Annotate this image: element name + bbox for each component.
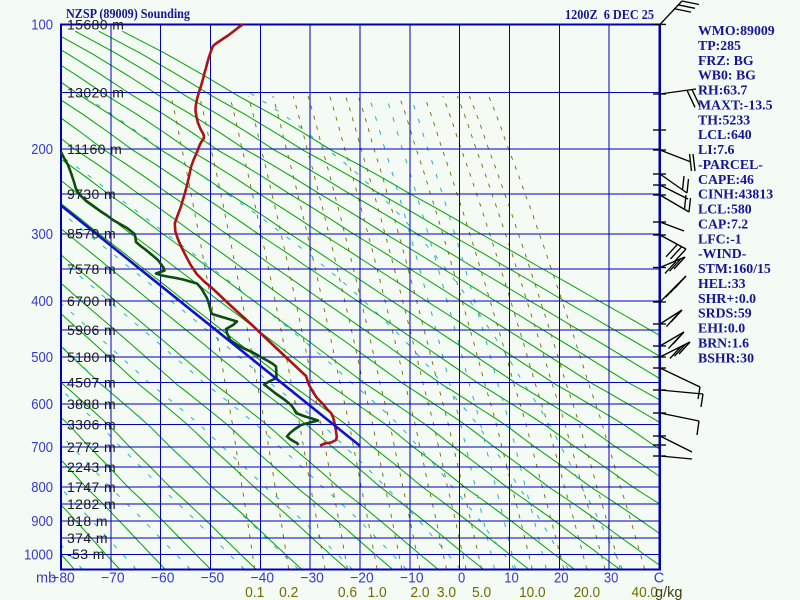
svg-text:−40: −40 xyxy=(251,571,275,587)
svg-text:g/kg: g/kg xyxy=(655,585,682,600)
svg-text:500: 500 xyxy=(31,350,53,366)
svg-text:5180 m: 5180 m xyxy=(67,349,116,365)
svg-text:100: 100 xyxy=(31,18,53,34)
svg-text:-53 m: -53 m xyxy=(67,546,105,562)
svg-text:EHI:0.0: EHI:0.0 xyxy=(698,321,745,336)
svg-text:300: 300 xyxy=(31,227,53,243)
svg-text:818 m: 818 m xyxy=(67,513,108,529)
svg-text:900: 900 xyxy=(31,514,53,530)
svg-text:40.0: 40.0 xyxy=(632,585,659,600)
svg-text:LFC:-1: LFC:-1 xyxy=(698,231,742,246)
svg-text:CINH:43813: CINH:43813 xyxy=(698,187,773,202)
svg-text:2.0: 2.0 xyxy=(410,585,429,600)
svg-text:CAPE:46: CAPE:46 xyxy=(698,172,754,187)
svg-text:5.0: 5.0 xyxy=(472,585,491,600)
svg-text:STM:160/15: STM:160/15 xyxy=(698,261,771,276)
svg-text:MAXT:-13.5: MAXT:-13.5 xyxy=(698,97,773,112)
svg-text:WB0: BG: WB0: BG xyxy=(698,68,756,83)
svg-text:600: 600 xyxy=(31,397,53,413)
svg-text:−60: −60 xyxy=(151,571,175,587)
svg-text:BRN:1.6: BRN:1.6 xyxy=(698,335,749,350)
svg-text:3306 m: 3306 m xyxy=(67,417,116,433)
svg-text:TH:5233: TH:5233 xyxy=(698,112,750,127)
svg-text:FRZ: BG: FRZ: BG xyxy=(698,53,754,68)
svg-text:0.1: 0.1 xyxy=(245,585,264,600)
svg-text:10.0: 10.0 xyxy=(519,585,546,600)
svg-text:800: 800 xyxy=(31,480,53,496)
svg-text:LI:7.6: LI:7.6 xyxy=(698,142,735,157)
svg-text:6700 m: 6700 m xyxy=(67,293,116,309)
svg-text:13020 m: 13020 m xyxy=(67,85,124,101)
svg-text:NZSP (89009) Sounding: NZSP (89009) Sounding xyxy=(66,6,190,21)
svg-text:1000: 1000 xyxy=(24,548,53,564)
svg-text:11160 m: 11160 m xyxy=(67,141,122,157)
svg-text:−80: −80 xyxy=(51,571,75,587)
svg-text:−70: −70 xyxy=(101,571,125,587)
svg-text:−30: −30 xyxy=(300,571,324,587)
svg-text:LCL:640: LCL:640 xyxy=(698,127,752,142)
svg-text:1.0: 1.0 xyxy=(368,585,387,600)
svg-text:9730 m: 9730 m xyxy=(67,186,116,202)
svg-text:LCL:580: LCL:580 xyxy=(698,202,752,217)
svg-text:BSHR:30: BSHR:30 xyxy=(698,350,754,365)
svg-text:−10: −10 xyxy=(400,571,424,587)
svg-text:0: 0 xyxy=(458,571,465,587)
svg-text:20: 20 xyxy=(554,571,569,587)
svg-text:1200Z 6 DEC 25: 1200Z 6 DEC 25 xyxy=(565,7,654,22)
svg-text:1747 m: 1747 m xyxy=(67,479,116,495)
svg-text:700: 700 xyxy=(31,440,53,456)
svg-text:-WIND-: -WIND- xyxy=(698,246,747,261)
svg-text:-PARCEL-: -PARCEL- xyxy=(698,157,763,172)
svg-text:0.6: 0.6 xyxy=(338,585,357,600)
svg-text:2243 m: 2243 m xyxy=(67,459,116,475)
svg-text:TP:285: TP:285 xyxy=(698,38,741,53)
svg-text:3.0: 3.0 xyxy=(437,585,456,600)
svg-text:30: 30 xyxy=(604,571,619,587)
svg-text:400: 400 xyxy=(31,294,53,310)
svg-text:mb: mb xyxy=(36,571,56,587)
svg-text:7578 m: 7578 m xyxy=(67,261,116,277)
svg-text:−50: −50 xyxy=(201,571,225,587)
svg-text:HEL:33: HEL:33 xyxy=(698,276,746,291)
svg-text:SHR+:0.0: SHR+:0.0 xyxy=(698,291,756,306)
svg-text:WMO:89009: WMO:89009 xyxy=(698,23,775,38)
svg-text:0.2: 0.2 xyxy=(279,585,298,600)
svg-text:CAP:7.2: CAP:7.2 xyxy=(698,216,748,231)
svg-text:10: 10 xyxy=(504,571,519,587)
svg-text:2772 m: 2772 m xyxy=(67,439,116,455)
svg-text:20.0: 20.0 xyxy=(574,585,601,600)
svg-text:200: 200 xyxy=(31,142,53,158)
svg-text:SRDS:59: SRDS:59 xyxy=(698,306,752,321)
svg-text:4507 m: 4507 m xyxy=(67,375,116,391)
svg-text:1282 m: 1282 m xyxy=(67,496,116,512)
svg-text:374 m: 374 m xyxy=(67,530,108,546)
svg-text:8570 m: 8570 m xyxy=(67,226,116,242)
svg-text:C: C xyxy=(654,571,664,587)
svg-text:5906 m: 5906 m xyxy=(67,322,116,338)
svg-text:RH:63.7: RH:63.7 xyxy=(698,83,748,98)
svg-text:3888 m: 3888 m xyxy=(67,396,116,412)
svg-text:15680 m: 15680 m xyxy=(67,16,124,32)
svg-text:−20: −20 xyxy=(350,571,374,587)
